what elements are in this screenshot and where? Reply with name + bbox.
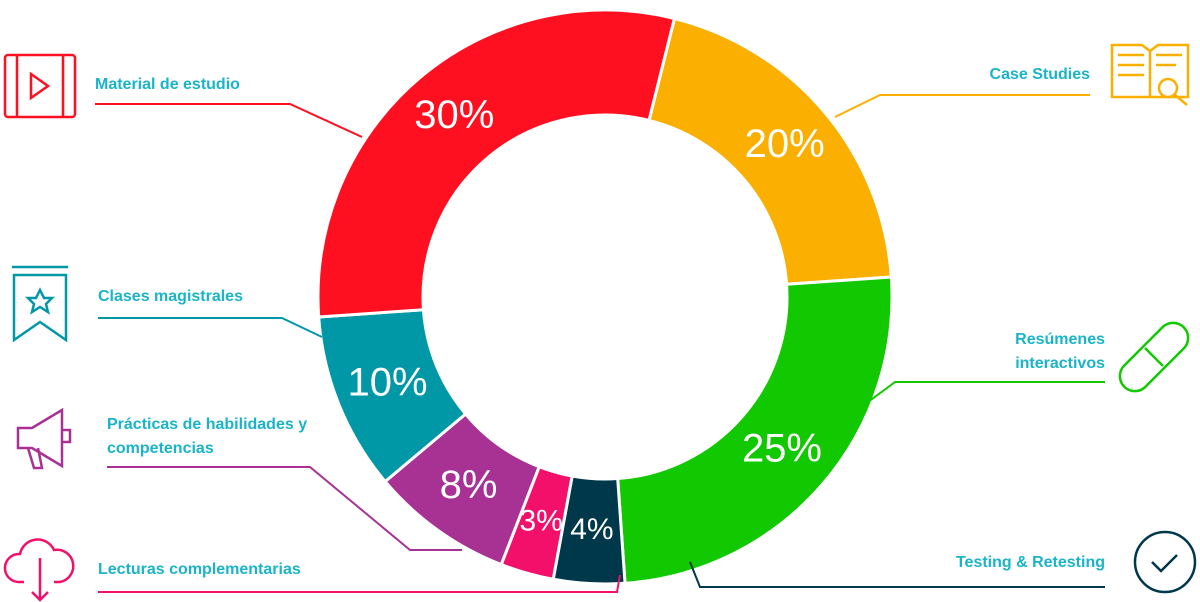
leader-line — [98, 574, 621, 593]
category-label: Resúmenes interactivos — [1015, 331, 1105, 372]
icon-case-studies — [1110, 43, 1190, 106]
icon-cloud — [3, 538, 75, 602]
value-label: 3% — [519, 505, 562, 538]
category-label: Prácticas de habilidades y competencias — [107, 416, 308, 457]
value-label: 8% — [440, 463, 498, 507]
category-label: Case Studies — [989, 66, 1090, 83]
value-label: 4% — [570, 513, 613, 546]
leader-line — [107, 466, 462, 551]
category-label: Clases magistrales — [98, 288, 243, 305]
leader-line — [689, 561, 1105, 588]
icon-bookmark — [12, 265, 68, 343]
value-label: 20% — [745, 122, 825, 166]
category-label: Material de estudio — [95, 76, 240, 93]
leader-line — [95, 103, 363, 138]
leader-line — [834, 94, 1090, 118]
icon-pill — [1118, 321, 1190, 393]
donut-segment — [647, 16, 893, 286]
leader-line — [98, 317, 323, 338]
value-label: 30% — [414, 93, 494, 137]
icon-video — [3, 53, 77, 119]
category-label: Testing & Retesting — [955, 554, 1105, 571]
icon-megaphone — [16, 407, 72, 470]
donut-segment — [316, 8, 677, 319]
donut-segment — [616, 275, 894, 585]
value-label: 25% — [742, 426, 822, 470]
category-label: Lecturas complementarias — [98, 561, 301, 578]
leader-line — [867, 381, 1105, 403]
icon-check — [1133, 530, 1197, 594]
value-label: 10% — [348, 360, 428, 404]
